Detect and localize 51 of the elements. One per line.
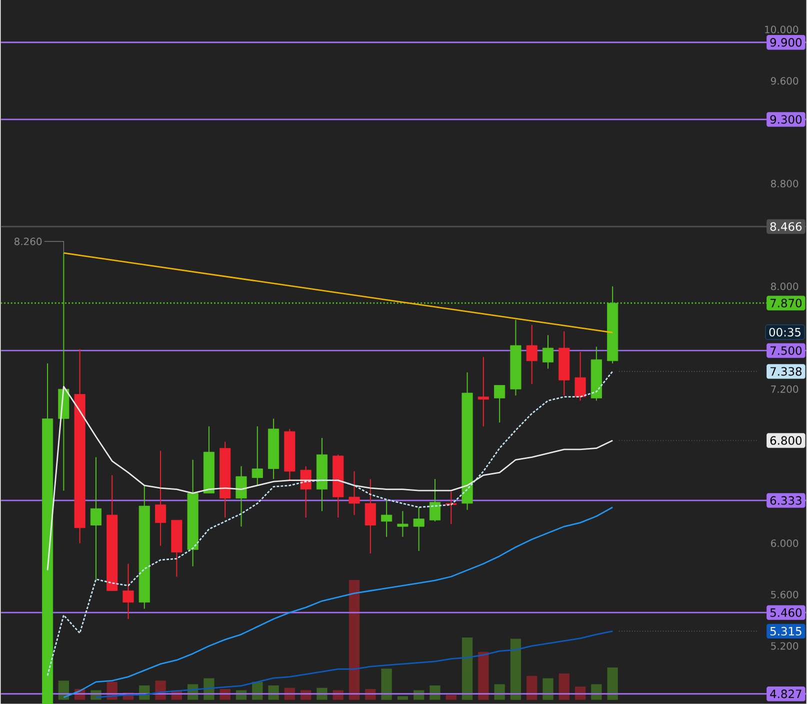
bar xyxy=(478,652,489,700)
y-tick-label: 9.600 xyxy=(770,77,798,85)
bar xyxy=(381,668,392,700)
candlestick xyxy=(526,324,538,384)
candlestick xyxy=(236,466,247,527)
candlestick xyxy=(381,498,392,538)
candlestick xyxy=(252,426,263,486)
y-tick-label: 10.000 xyxy=(765,26,798,34)
y-tick-label: 7.200 xyxy=(771,385,798,393)
candlestick xyxy=(122,563,134,620)
candlestick xyxy=(397,510,408,538)
candlestick xyxy=(542,334,554,369)
annotation: 8.260 xyxy=(14,238,42,246)
bar xyxy=(591,684,602,700)
candlestick xyxy=(155,450,166,546)
ref-line-label: 9.900 xyxy=(770,38,802,47)
bar xyxy=(558,673,570,700)
candlestick xyxy=(413,506,424,552)
candlestick xyxy=(574,351,586,402)
candlestick xyxy=(90,456,102,580)
data-label: 5.315 xyxy=(770,626,802,636)
candlestick xyxy=(348,470,360,516)
ref-line-label: 6.333 xyxy=(770,496,802,505)
y-tick-label: 8.800 xyxy=(771,180,798,188)
candlestick xyxy=(478,356,489,427)
candlestick xyxy=(429,478,441,522)
bar xyxy=(348,580,360,700)
y-tick-label: 5.200 xyxy=(771,642,798,650)
ref-line-label: 8.466 xyxy=(770,222,802,231)
ref-line-label: 9.300 xyxy=(770,114,802,124)
ref-line-label: 7.500 xyxy=(770,346,802,355)
bar xyxy=(446,694,456,700)
bar xyxy=(494,684,505,700)
y-tick-label: 8.000 xyxy=(771,282,798,290)
data-label: 7.338 xyxy=(770,366,802,376)
y-tick-label: 6.000 xyxy=(771,539,798,547)
ref-line-label: 4.827 xyxy=(770,689,802,698)
ref-line-label: 7.870 xyxy=(770,298,802,308)
candlestick xyxy=(364,478,376,554)
bar xyxy=(607,667,618,700)
data-label: 6.800 xyxy=(770,436,802,445)
text: 00:35 xyxy=(769,328,800,336)
bar xyxy=(510,638,522,700)
bar xyxy=(526,676,538,700)
candlestick xyxy=(446,491,457,524)
bar xyxy=(462,637,473,700)
bar xyxy=(542,678,554,700)
candlestick xyxy=(494,384,506,423)
ref-line-label: 5.460 xyxy=(770,608,802,617)
bar xyxy=(397,696,408,700)
y-tick-label: 5.600 xyxy=(771,590,798,598)
